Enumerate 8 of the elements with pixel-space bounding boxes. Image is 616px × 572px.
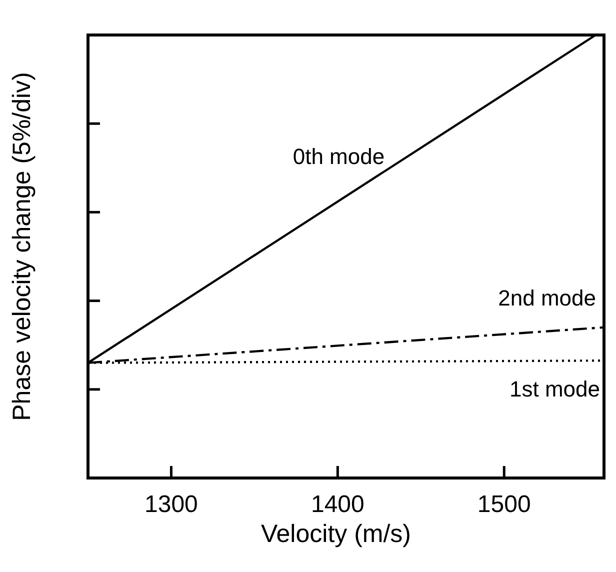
y-axis-title: Phase velocity change (5%/div) [8, 72, 36, 421]
x-tick-label: 1300 [144, 491, 198, 518]
series-label: 2nd mode [498, 285, 596, 310]
series-label: 0th mode [292, 144, 385, 170]
x-tick-label: 1400 [310, 491, 364, 518]
x-axis-title: Velocity (m/s) [260, 520, 412, 548]
series-label: 1st mode [510, 376, 600, 402]
x-tick-label: 1500 [477, 491, 531, 518]
